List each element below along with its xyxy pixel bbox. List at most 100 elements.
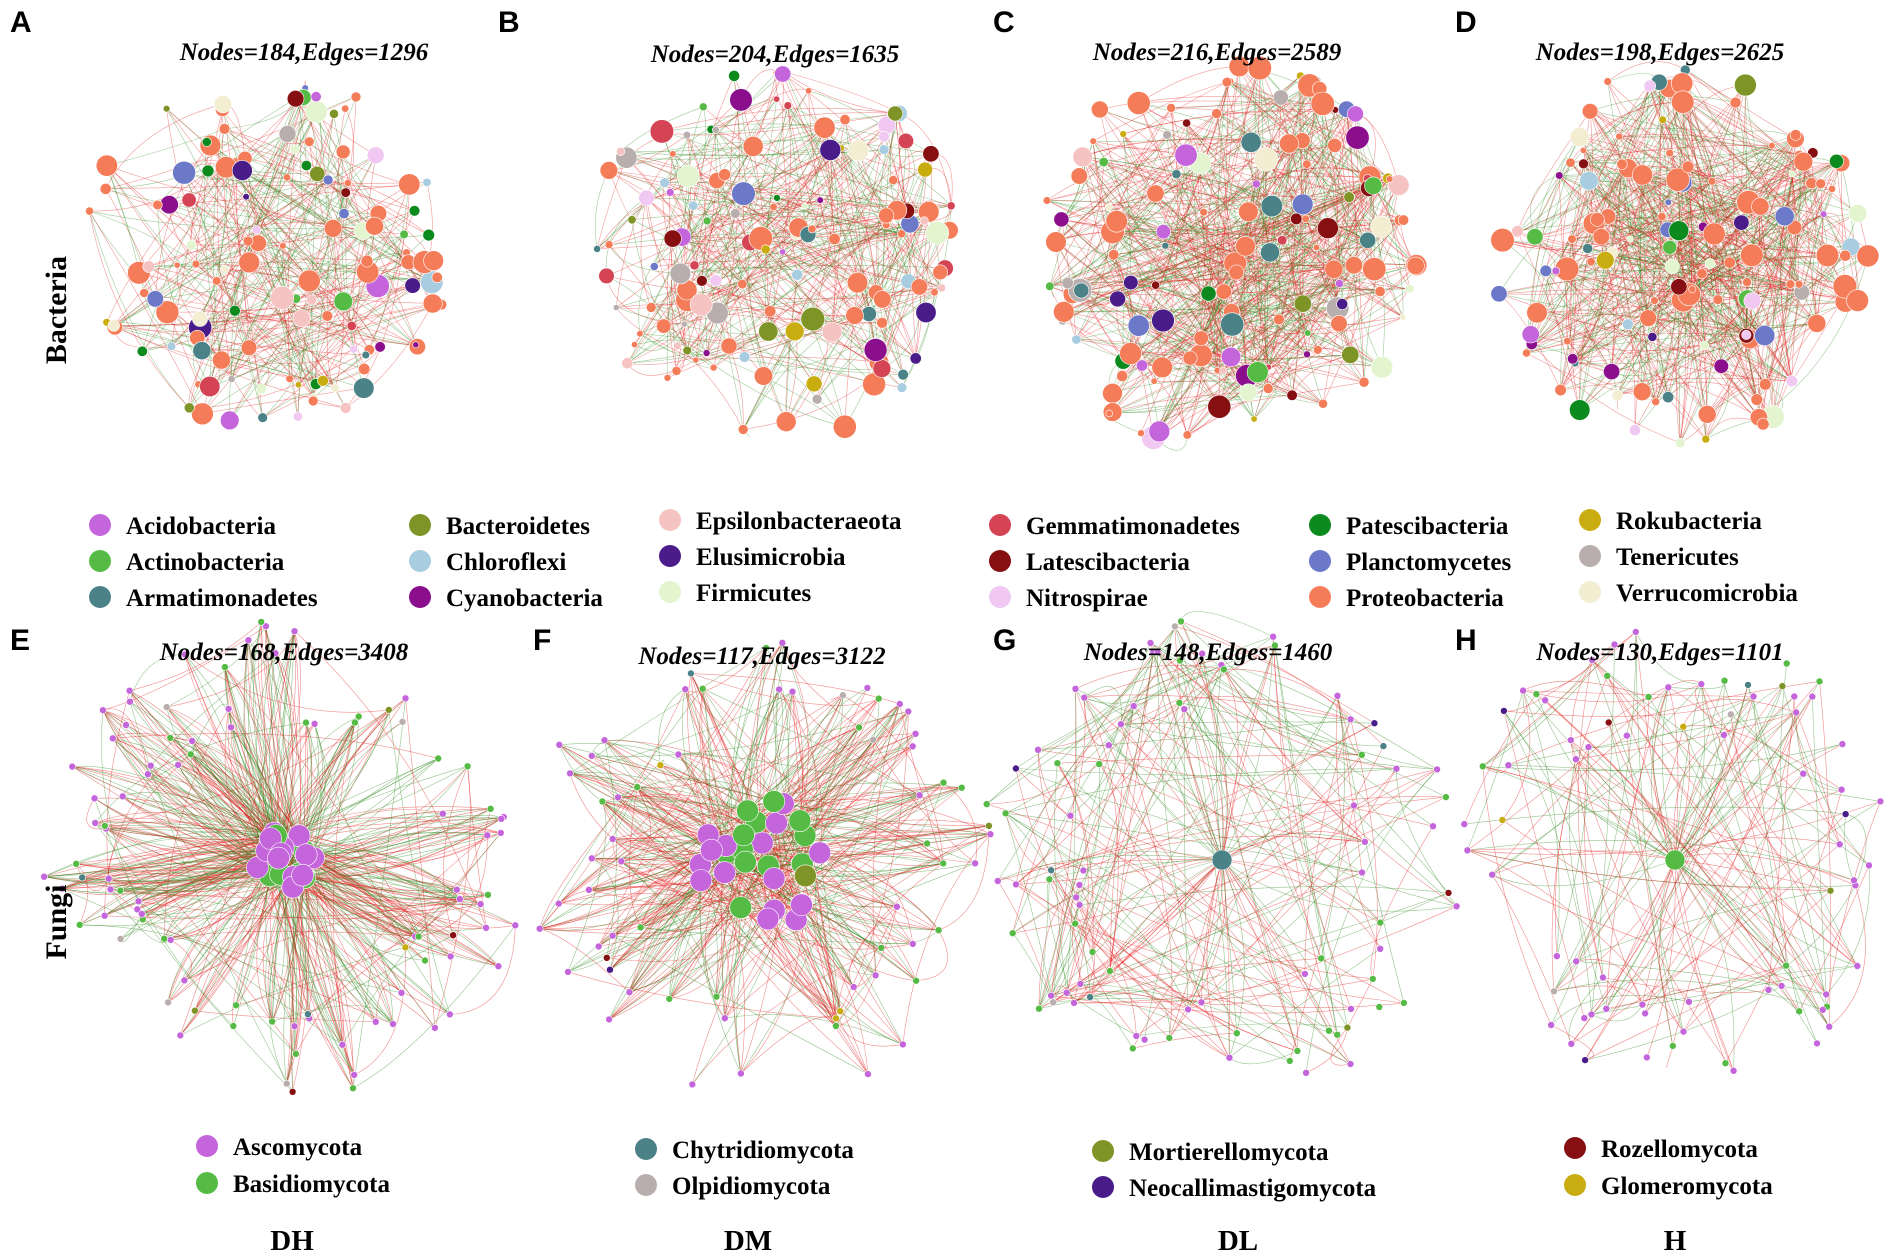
network-node [636, 330, 644, 338]
network-edge [1607, 81, 1649, 319]
network-node [1526, 302, 1548, 324]
network-node [229, 304, 241, 317]
network-edge [1084, 697, 1438, 770]
network-node [587, 854, 596, 863]
network-edge [1271, 205, 1381, 292]
network-node [1180, 705, 1189, 714]
network-node [1681, 160, 1695, 174]
network-edge [262, 252, 407, 418]
network-node [164, 998, 172, 1007]
network-edge [646, 191, 887, 216]
network-node [294, 381, 302, 389]
network-edge [148, 266, 416, 346]
network-node [1586, 257, 1596, 267]
network-node [1310, 91, 1335, 116]
network-node [1119, 130, 1127, 138]
network-node [1235, 236, 1256, 257]
network-edge [1683, 145, 1773, 301]
network-node [1344, 256, 1363, 275]
network-edge [1594, 223, 1703, 274]
network-edge [1617, 102, 1736, 396]
network-edge [1281, 240, 1351, 356]
network-edge [716, 180, 743, 285]
network-edge [1093, 140, 1404, 318]
network-edge [104, 894, 489, 920]
network-node [1260, 195, 1283, 218]
panel-title-H: Nodes=130,Edges=1101 [1535, 639, 1783, 666]
column-label-DM: DM [724, 1225, 772, 1257]
network-edge [229, 260, 368, 421]
network-edge [1217, 82, 1228, 371]
network-edge [282, 297, 416, 346]
network-node [638, 189, 655, 206]
network-node [1741, 329, 1752, 340]
network-node [1098, 157, 1109, 168]
network-edge [1250, 142, 1269, 368]
network-node [649, 262, 659, 271]
network-edge [1082, 139, 1252, 158]
network-node [742, 135, 764, 157]
network-node [737, 279, 748, 290]
network-edge [768, 331, 882, 370]
network-node [656, 761, 665, 770]
network-edge [724, 172, 952, 207]
network-edge [694, 265, 732, 347]
network-edge [684, 106, 704, 241]
network-node [1324, 259, 1344, 279]
legend-swatch [1564, 1137, 1586, 1159]
network-edge [1342, 185, 1399, 305]
network-nodes-F [535, 638, 995, 1089]
network-node [95, 154, 118, 177]
network-edge [1055, 241, 1163, 368]
network-edge [1685, 69, 1812, 184]
network-edge [730, 99, 751, 243]
legend-item-verrucomicrobia: Verrucomicrobia [1579, 580, 1798, 607]
network-node [1053, 211, 1070, 228]
network-edge [1679, 83, 1693, 444]
network-edge [1281, 113, 1356, 241]
network-node [663, 373, 672, 382]
network-edge [260, 621, 301, 836]
network-node [1211, 108, 1222, 119]
network-edge [212, 128, 225, 361]
network-edge [1108, 155, 1187, 414]
network-edge [627, 352, 707, 364]
network-node [290, 144, 300, 155]
network-edge [89, 211, 190, 409]
network-edge [686, 135, 815, 384]
network-edge [1583, 163, 1669, 398]
network-node [142, 260, 155, 273]
network-edge [735, 213, 870, 315]
network-node [1679, 1027, 1688, 1036]
network-node [753, 366, 774, 386]
network-edge [1601, 236, 1760, 418]
network-edge [776, 197, 858, 283]
network-node [1876, 797, 1885, 806]
network-edge [1049, 178, 1388, 287]
network-edge [701, 150, 859, 282]
network-edge [1649, 85, 1715, 234]
network-edge [1579, 136, 1761, 207]
network-edge [1153, 307, 1338, 438]
network-edge [1161, 269, 1334, 368]
network-node [1286, 1057, 1294, 1065]
network-node [1392, 764, 1401, 773]
network-node [1768, 142, 1776, 150]
network-node [1565, 157, 1576, 168]
network-node [669, 150, 677, 158]
network-edge [234, 310, 365, 370]
network-edge [1268, 365, 1294, 396]
network-node [1522, 348, 1531, 358]
network-node [1602, 1004, 1611, 1013]
network-edge [1200, 252, 1271, 339]
network-node [446, 1010, 454, 1019]
network-edge [1667, 145, 1773, 398]
network-node [1317, 954, 1325, 963]
network-edge [1061, 154, 1187, 220]
network-edge [1063, 185, 1374, 313]
network-edge [620, 149, 831, 156]
network-edge [1221, 859, 1298, 1052]
network-edge [114, 192, 346, 328]
network-edge [273, 723, 315, 834]
network-node [1664, 198, 1672, 206]
